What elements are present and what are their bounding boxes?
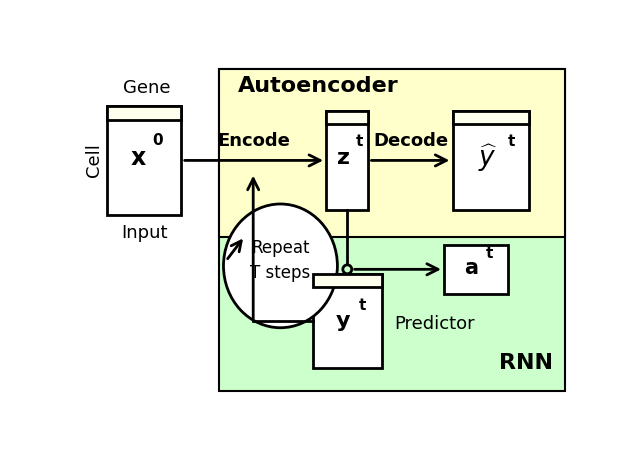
Bar [327, 111, 368, 210]
Bar [452, 111, 529, 124]
Bar [219, 69, 566, 237]
Bar [444, 245, 508, 294]
Text: Autoencoder: Autoencoder [238, 76, 399, 96]
Text: Predictor: Predictor [394, 315, 475, 333]
Text: t: t [486, 246, 493, 261]
Text: Input: Input [121, 224, 167, 242]
Bar [312, 274, 382, 287]
Bar [312, 274, 382, 368]
Bar [327, 111, 368, 124]
Bar [107, 106, 181, 120]
Bar [219, 69, 566, 391]
Text: z: z [337, 148, 350, 168]
Text: x: x [131, 146, 146, 170]
Text: t: t [508, 134, 516, 149]
Text: Cell: Cell [85, 144, 103, 177]
Text: Repeat
T steps: Repeat T steps [250, 239, 311, 283]
Text: a: a [464, 258, 478, 279]
Text: t: t [358, 298, 366, 313]
Bar [107, 106, 181, 215]
Text: Gene: Gene [123, 79, 171, 97]
Text: Encode: Encode [217, 131, 290, 149]
Text: y: y [336, 311, 351, 331]
Text: RNN: RNN [499, 353, 553, 373]
Ellipse shape [224, 204, 337, 328]
Text: t: t [356, 134, 364, 149]
Text: $\widehat{y}$: $\widehat{y}$ [479, 142, 498, 174]
Text: 0: 0 [152, 133, 162, 148]
Bar [452, 111, 529, 210]
Text: Decode: Decode [373, 131, 448, 149]
